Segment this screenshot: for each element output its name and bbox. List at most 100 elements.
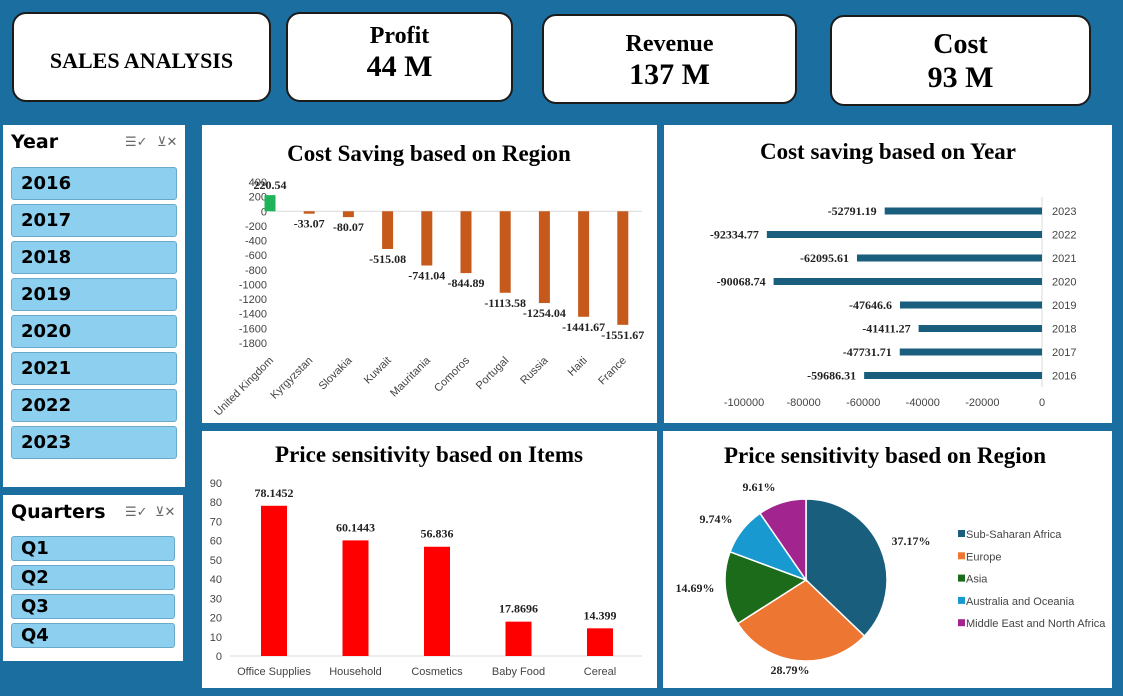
data-label: -90068.74 bbox=[717, 275, 766, 289]
chart-title: Price sensitivity based on Items bbox=[275, 442, 583, 467]
x-tick-label: Office Supplies bbox=[237, 666, 311, 678]
x-tick-label: Haiti bbox=[566, 355, 590, 379]
item-price-sensitivity-chart: Price sensitivity based on Items 90 80 70 60… bbox=[210, 442, 642, 678]
bar bbox=[424, 546, 450, 656]
bar bbox=[538, 211, 550, 304]
x-tick-label: Baby Food bbox=[492, 666, 545, 678]
clear-filter-icon[interactable]: ⊻✕ bbox=[157, 135, 178, 150]
chart-title: Cost Saving based on Region bbox=[287, 141, 571, 166]
y-tick-label: 2023 bbox=[1052, 206, 1076, 218]
bar bbox=[918, 325, 1042, 332]
x-tick-label: 0 bbox=[1039, 397, 1045, 409]
bar bbox=[342, 211, 354, 218]
year-cost-saving-panel: Cost saving based on Year -100000 -80000 -6… bbox=[664, 125, 1112, 423]
y-tick-label: 10 bbox=[210, 632, 222, 644]
clear-filter-icon[interactable]: ⊻✕ bbox=[155, 505, 176, 520]
x-tick-label: -100000 bbox=[724, 397, 764, 409]
revenue-value: 137 M bbox=[629, 58, 710, 91]
revenue-card: Revenue 137 M bbox=[542, 14, 797, 104]
year-slicer: Year ☰✓ ⊻✕ 2016 2017 2018 2019 2020 2021… bbox=[3, 125, 185, 487]
year-cost-saving-chart: Cost saving based on Year -100000 -80000 -6… bbox=[710, 139, 1077, 409]
data-label: -62095.61 bbox=[800, 251, 849, 265]
y-tick-label: 70 bbox=[210, 516, 222, 528]
cost-card: Cost 93 M bbox=[830, 15, 1091, 106]
y-tick-label: 30 bbox=[210, 593, 222, 605]
year-2018[interactable]: 2018 bbox=[11, 241, 177, 274]
legend-swatch bbox=[958, 530, 965, 537]
bar bbox=[264, 195, 276, 212]
x-tick-label: Cosmetics bbox=[411, 666, 463, 678]
cost-label: Cost bbox=[933, 29, 988, 60]
year-2017[interactable]: 2017 bbox=[11, 204, 177, 237]
y-tick-label: -1800 bbox=[239, 338, 267, 350]
year-slicer-title: Year bbox=[11, 131, 59, 153]
data-label: 37.17% bbox=[892, 534, 931, 548]
data-label: -1551.67 bbox=[601, 328, 644, 342]
title-card: SALES ANALYSIS bbox=[12, 12, 271, 102]
quarter-q3[interactable]: Q3 bbox=[11, 594, 175, 619]
bar bbox=[900, 301, 1042, 309]
y-tick-label: 2019 bbox=[1052, 300, 1076, 312]
year-2021[interactable]: 2021 bbox=[11, 352, 177, 385]
data-label: 78.1452 bbox=[255, 486, 294, 500]
legend-swatch bbox=[958, 619, 965, 627]
y-tick-label: 2017 bbox=[1052, 347, 1076, 359]
y-tick-label: 60 bbox=[210, 536, 222, 548]
y-tick-label: 400 bbox=[249, 177, 267, 189]
legend-label: Sub-Saharan Africa bbox=[966, 529, 1062, 541]
data-label: 9.74% bbox=[700, 512, 733, 526]
profit-value: 44 M bbox=[366, 50, 433, 83]
legend-swatch bbox=[958, 596, 965, 604]
quarter-q4[interactable]: Q4 bbox=[11, 623, 175, 648]
bar bbox=[342, 540, 369, 656]
region-cost-saving-chart: Cost Saving based on Region 400 200 0 -200 -4… bbox=[212, 141, 644, 418]
year-2016[interactable]: 2016 bbox=[11, 167, 177, 200]
bar bbox=[587, 628, 613, 656]
y-tick-label: 0 bbox=[261, 206, 267, 218]
quarter-q1[interactable]: Q1 bbox=[11, 536, 175, 561]
bar bbox=[884, 207, 1042, 215]
bar bbox=[382, 211, 394, 249]
year-2022[interactable]: 2022 bbox=[11, 389, 177, 422]
bar bbox=[303, 211, 315, 214]
x-tick-label: Russia bbox=[518, 354, 551, 387]
x-tick-label: Slovakia bbox=[317, 354, 356, 393]
data-label: -92334.77 bbox=[710, 228, 759, 242]
x-tick-label: Kyrgyzstan bbox=[268, 355, 315, 402]
x-tick-label: -80000 bbox=[786, 397, 820, 409]
bar bbox=[421, 211, 433, 266]
data-label: -741.04 bbox=[408, 269, 445, 283]
y-tick-label: -800 bbox=[245, 265, 267, 277]
chart-title: Cost saving based on Year bbox=[760, 139, 1016, 164]
item-price-sensitivity-panel: Price sensitivity based on Items 90 80 70 60… bbox=[202, 431, 657, 688]
x-tick-label: Kuwait bbox=[362, 355, 394, 387]
x-tick-label: -40000 bbox=[906, 397, 940, 409]
multi-select-icon[interactable]: ☰✓ bbox=[125, 505, 148, 520]
region-price-sensitivity-chart: Price sensitivity based on Region 37.17% 2… bbox=[676, 443, 1107, 677]
multi-select-icon[interactable]: ☰✓ bbox=[125, 135, 148, 150]
pie-slice bbox=[736, 579, 866, 662]
dashboard-title: SALES ANALYSIS bbox=[49, 48, 234, 73]
y-tick-label: 2018 bbox=[1052, 324, 1076, 336]
data-label: -1113.58 bbox=[484, 296, 526, 310]
quarters-slicer: Quarters ☰✓ ⊻✕ Q1 Q2 Q3 Q4 bbox=[3, 495, 183, 661]
legend-label: Australia and Oceania bbox=[966, 596, 1075, 608]
quarter-q2[interactable]: Q2 bbox=[11, 565, 175, 590]
x-tick-label: -20000 bbox=[965, 397, 999, 409]
x-tick-label: Comoros bbox=[432, 354, 472, 394]
bar bbox=[617, 211, 629, 325]
data-label: 17.8696 bbox=[499, 602, 538, 616]
y-tick-label: -400 bbox=[245, 236, 267, 248]
region-cost-saving-panel: Cost Saving based on Region 400 200 0 -200 -4… bbox=[202, 125, 657, 423]
year-2023[interactable]: 2023 bbox=[11, 426, 177, 459]
year-2019[interactable]: 2019 bbox=[11, 278, 177, 311]
data-label: 220.54 bbox=[254, 178, 287, 192]
region-price-sensitivity-panel: Price sensitivity based on Region 37.17% 2… bbox=[663, 431, 1112, 688]
bar bbox=[261, 505, 287, 656]
data-label: -80.07 bbox=[333, 220, 364, 234]
y-tick-label: -600 bbox=[245, 250, 267, 262]
cost-value: 93 M bbox=[927, 61, 994, 94]
year-2020[interactable]: 2020 bbox=[11, 315, 177, 348]
y-tick-label: 2021 bbox=[1052, 253, 1076, 265]
data-label: 60.1443 bbox=[336, 520, 375, 534]
